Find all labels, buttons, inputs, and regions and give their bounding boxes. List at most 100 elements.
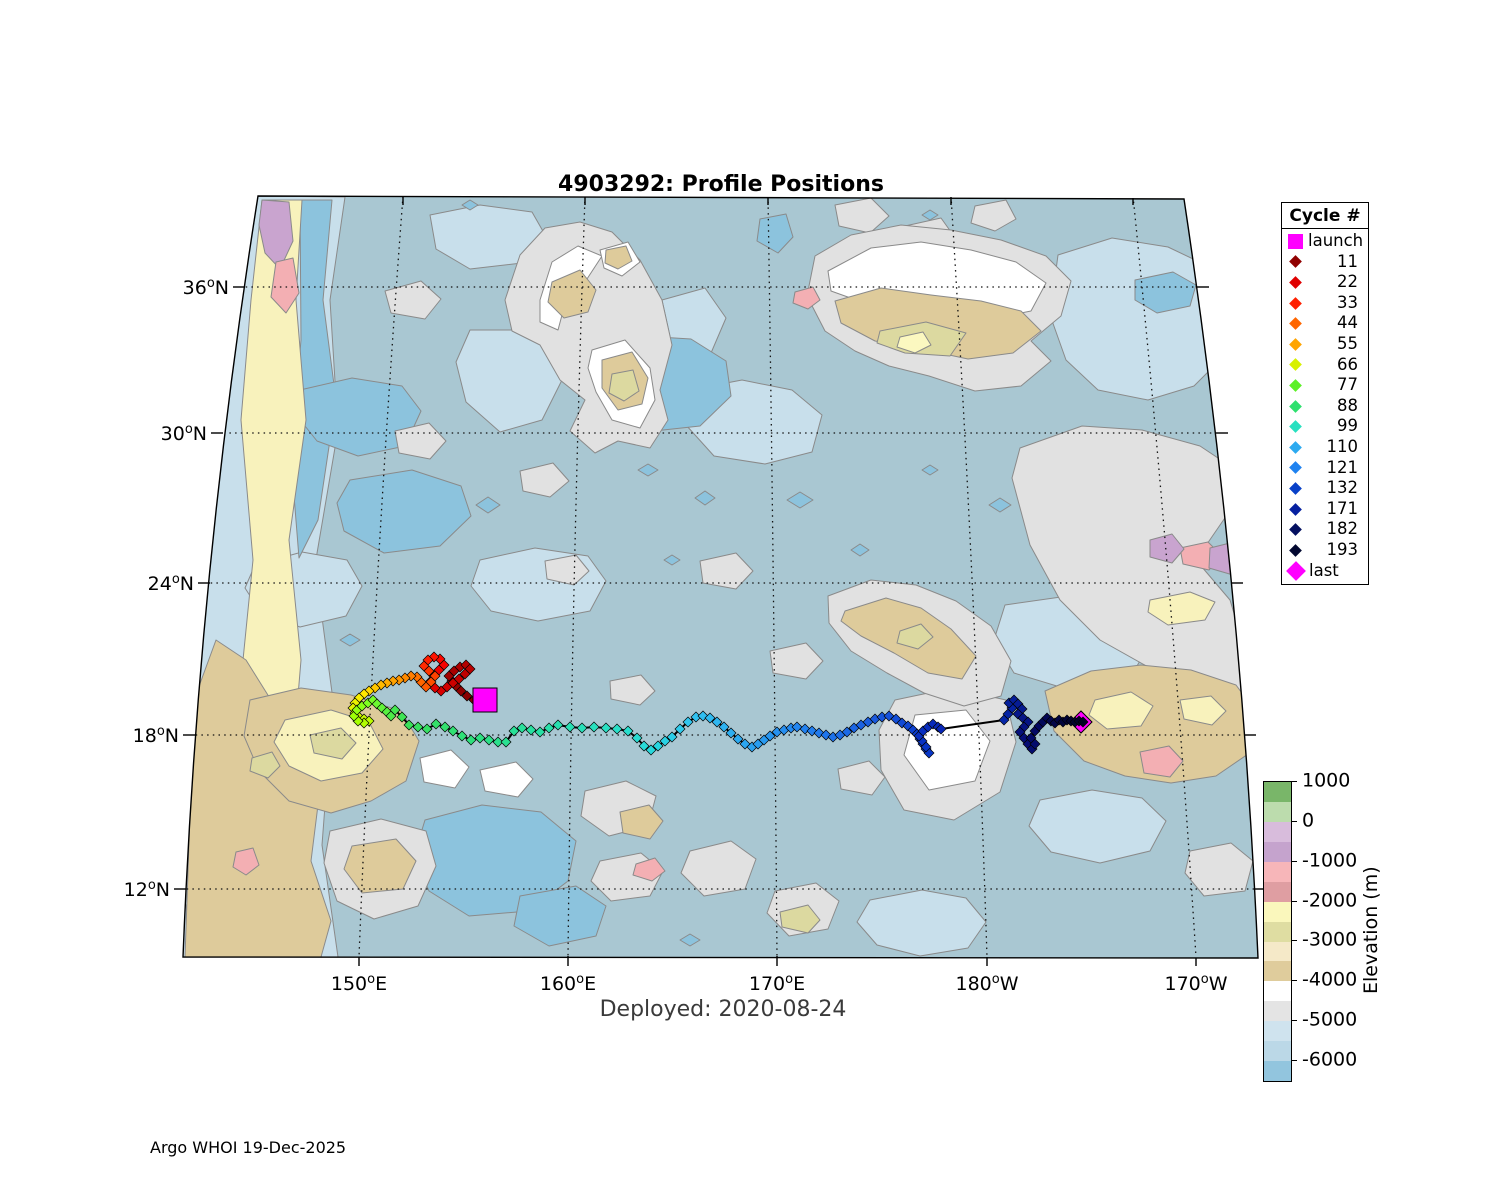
bathymetry-map bbox=[183, 196, 1258, 958]
legend-item-label: 88 bbox=[1337, 395, 1358, 415]
profile-point bbox=[423, 665, 435, 677]
diamond-icon bbox=[1289, 461, 1302, 475]
legend-item-label: 171 bbox=[1326, 498, 1359, 518]
profile-point bbox=[674, 723, 686, 735]
colorbar-tick-label: 1000 bbox=[1302, 769, 1351, 792]
profile-point bbox=[500, 736, 512, 748]
launch-marker bbox=[472, 687, 498, 713]
profile-point bbox=[412, 721, 424, 733]
profile-point bbox=[492, 736, 504, 748]
colorbar-segment bbox=[1264, 1041, 1291, 1062]
colorbar-tick-label: -6000 bbox=[1302, 1048, 1358, 1071]
profile-point bbox=[525, 724, 537, 736]
colorbar-tick bbox=[1291, 781, 1297, 782]
colorbar-segment bbox=[1264, 1061, 1291, 1082]
colorbar-segment bbox=[1264, 782, 1291, 802]
svg-text:36oN: 36oN bbox=[183, 276, 229, 299]
diamond-icon bbox=[1289, 440, 1302, 454]
map-border bbox=[182, 195, 1259, 959]
legend-header: Cycle # bbox=[1282, 203, 1368, 229]
diamond-icon bbox=[1289, 317, 1302, 331]
profile-point bbox=[764, 730, 776, 742]
float-trajectory bbox=[347, 651, 1093, 759]
legend-item-label: 11 bbox=[1337, 251, 1358, 271]
diamond-icon bbox=[1289, 420, 1302, 434]
profile-point bbox=[791, 721, 803, 733]
colorbar-segment bbox=[1264, 901, 1291, 922]
colorbar-tick bbox=[1291, 1020, 1297, 1022]
colorbar-segment bbox=[1264, 881, 1291, 902]
colorbar-segment bbox=[1264, 961, 1291, 982]
credit-label: Argo WHOI 19-Dec-2025 bbox=[150, 1138, 346, 1157]
legend-item-label: last bbox=[1309, 560, 1339, 580]
profile-point bbox=[935, 723, 947, 735]
profile-point bbox=[682, 716, 694, 728]
colorbar-tick-label: -2000 bbox=[1302, 889, 1358, 912]
colorbar-tick bbox=[1291, 1060, 1297, 1062]
profile-point bbox=[841, 726, 853, 738]
legend-item-label: 182 bbox=[1326, 519, 1359, 539]
legend-item: 99 bbox=[1282, 416, 1368, 437]
diamond-icon bbox=[1289, 523, 1302, 536]
colorbar-segment bbox=[1264, 1001, 1291, 1022]
legend-item: 88 bbox=[1282, 396, 1368, 417]
svg-text:18oN: 18oN bbox=[133, 724, 179, 747]
profile-point bbox=[564, 721, 576, 733]
big-diamond-icon bbox=[1286, 560, 1306, 581]
elevation-colorbar bbox=[1263, 781, 1292, 1082]
profile-point bbox=[516, 722, 528, 734]
profile-point bbox=[421, 723, 433, 735]
svg-text:170oW: 170oW bbox=[1164, 972, 1227, 995]
profile-point bbox=[1025, 732, 1037, 744]
svg-text:30oN: 30oN bbox=[161, 422, 207, 445]
legend-item: 77 bbox=[1282, 375, 1368, 396]
legend-item: 11 bbox=[1282, 252, 1368, 273]
colorbar-tick-label: 0 bbox=[1302, 809, 1315, 832]
svg-text:12oN: 12oN bbox=[124, 878, 170, 901]
svg-text:160oE: 160oE bbox=[540, 972, 596, 995]
square-icon bbox=[1288, 233, 1303, 249]
legend-item: 110 bbox=[1282, 437, 1368, 458]
legend-item-label: 22 bbox=[1337, 272, 1358, 292]
legend-item-label: 33 bbox=[1337, 292, 1358, 312]
profile-point bbox=[638, 740, 650, 752]
colorbar-segment bbox=[1264, 821, 1291, 842]
x-axis-labels: 150oE 160oE 170oE 180oW 170oW bbox=[331, 972, 1228, 995]
profile-point bbox=[659, 735, 671, 747]
colorbar-tick bbox=[1291, 940, 1297, 942]
profile-point bbox=[725, 727, 737, 739]
profile-point bbox=[552, 719, 564, 731]
profile-point bbox=[534, 726, 546, 738]
colorbar-segment bbox=[1264, 861, 1291, 882]
diamond-icon bbox=[1289, 543, 1302, 557]
diamond-icon bbox=[1289, 399, 1302, 413]
legend-item: 132 bbox=[1282, 478, 1368, 499]
legend-item-label: 55 bbox=[1337, 334, 1358, 354]
colorbar-tick-label: -5000 bbox=[1302, 1008, 1358, 1031]
profile-point bbox=[645, 744, 657, 756]
colorbar-segment bbox=[1264, 981, 1291, 1002]
profile-point bbox=[576, 722, 588, 734]
legend-item-label: launch bbox=[1308, 231, 1364, 251]
legend-item: 22 bbox=[1282, 272, 1368, 293]
colorbar-ticks: 1000 0 -1000 -2000 -3000 -4000 -5000 -6000 bbox=[1291, 771, 1401, 1081]
colorbar-tick-label: -4000 bbox=[1302, 968, 1358, 991]
profile-point bbox=[389, 704, 401, 716]
svg-text:170oE: 170oE bbox=[749, 972, 805, 995]
colorbar-tick-label: -1000 bbox=[1302, 849, 1358, 872]
graticule bbox=[183, 196, 1258, 958]
legend-item-label: 66 bbox=[1337, 354, 1358, 374]
legend-item-label: 193 bbox=[1326, 539, 1359, 559]
colorbar-segment bbox=[1264, 801, 1291, 822]
profile-point bbox=[447, 725, 459, 737]
diamond-icon bbox=[1289, 337, 1302, 351]
colorbar-segment bbox=[1264, 1021, 1291, 1042]
axis-ticks bbox=[174, 197, 1266, 966]
profile-point bbox=[483, 734, 495, 746]
legend-item: 171 bbox=[1282, 499, 1368, 520]
profile-point bbox=[622, 725, 634, 737]
profile-point bbox=[459, 668, 471, 680]
diamond-icon bbox=[1289, 502, 1302, 516]
